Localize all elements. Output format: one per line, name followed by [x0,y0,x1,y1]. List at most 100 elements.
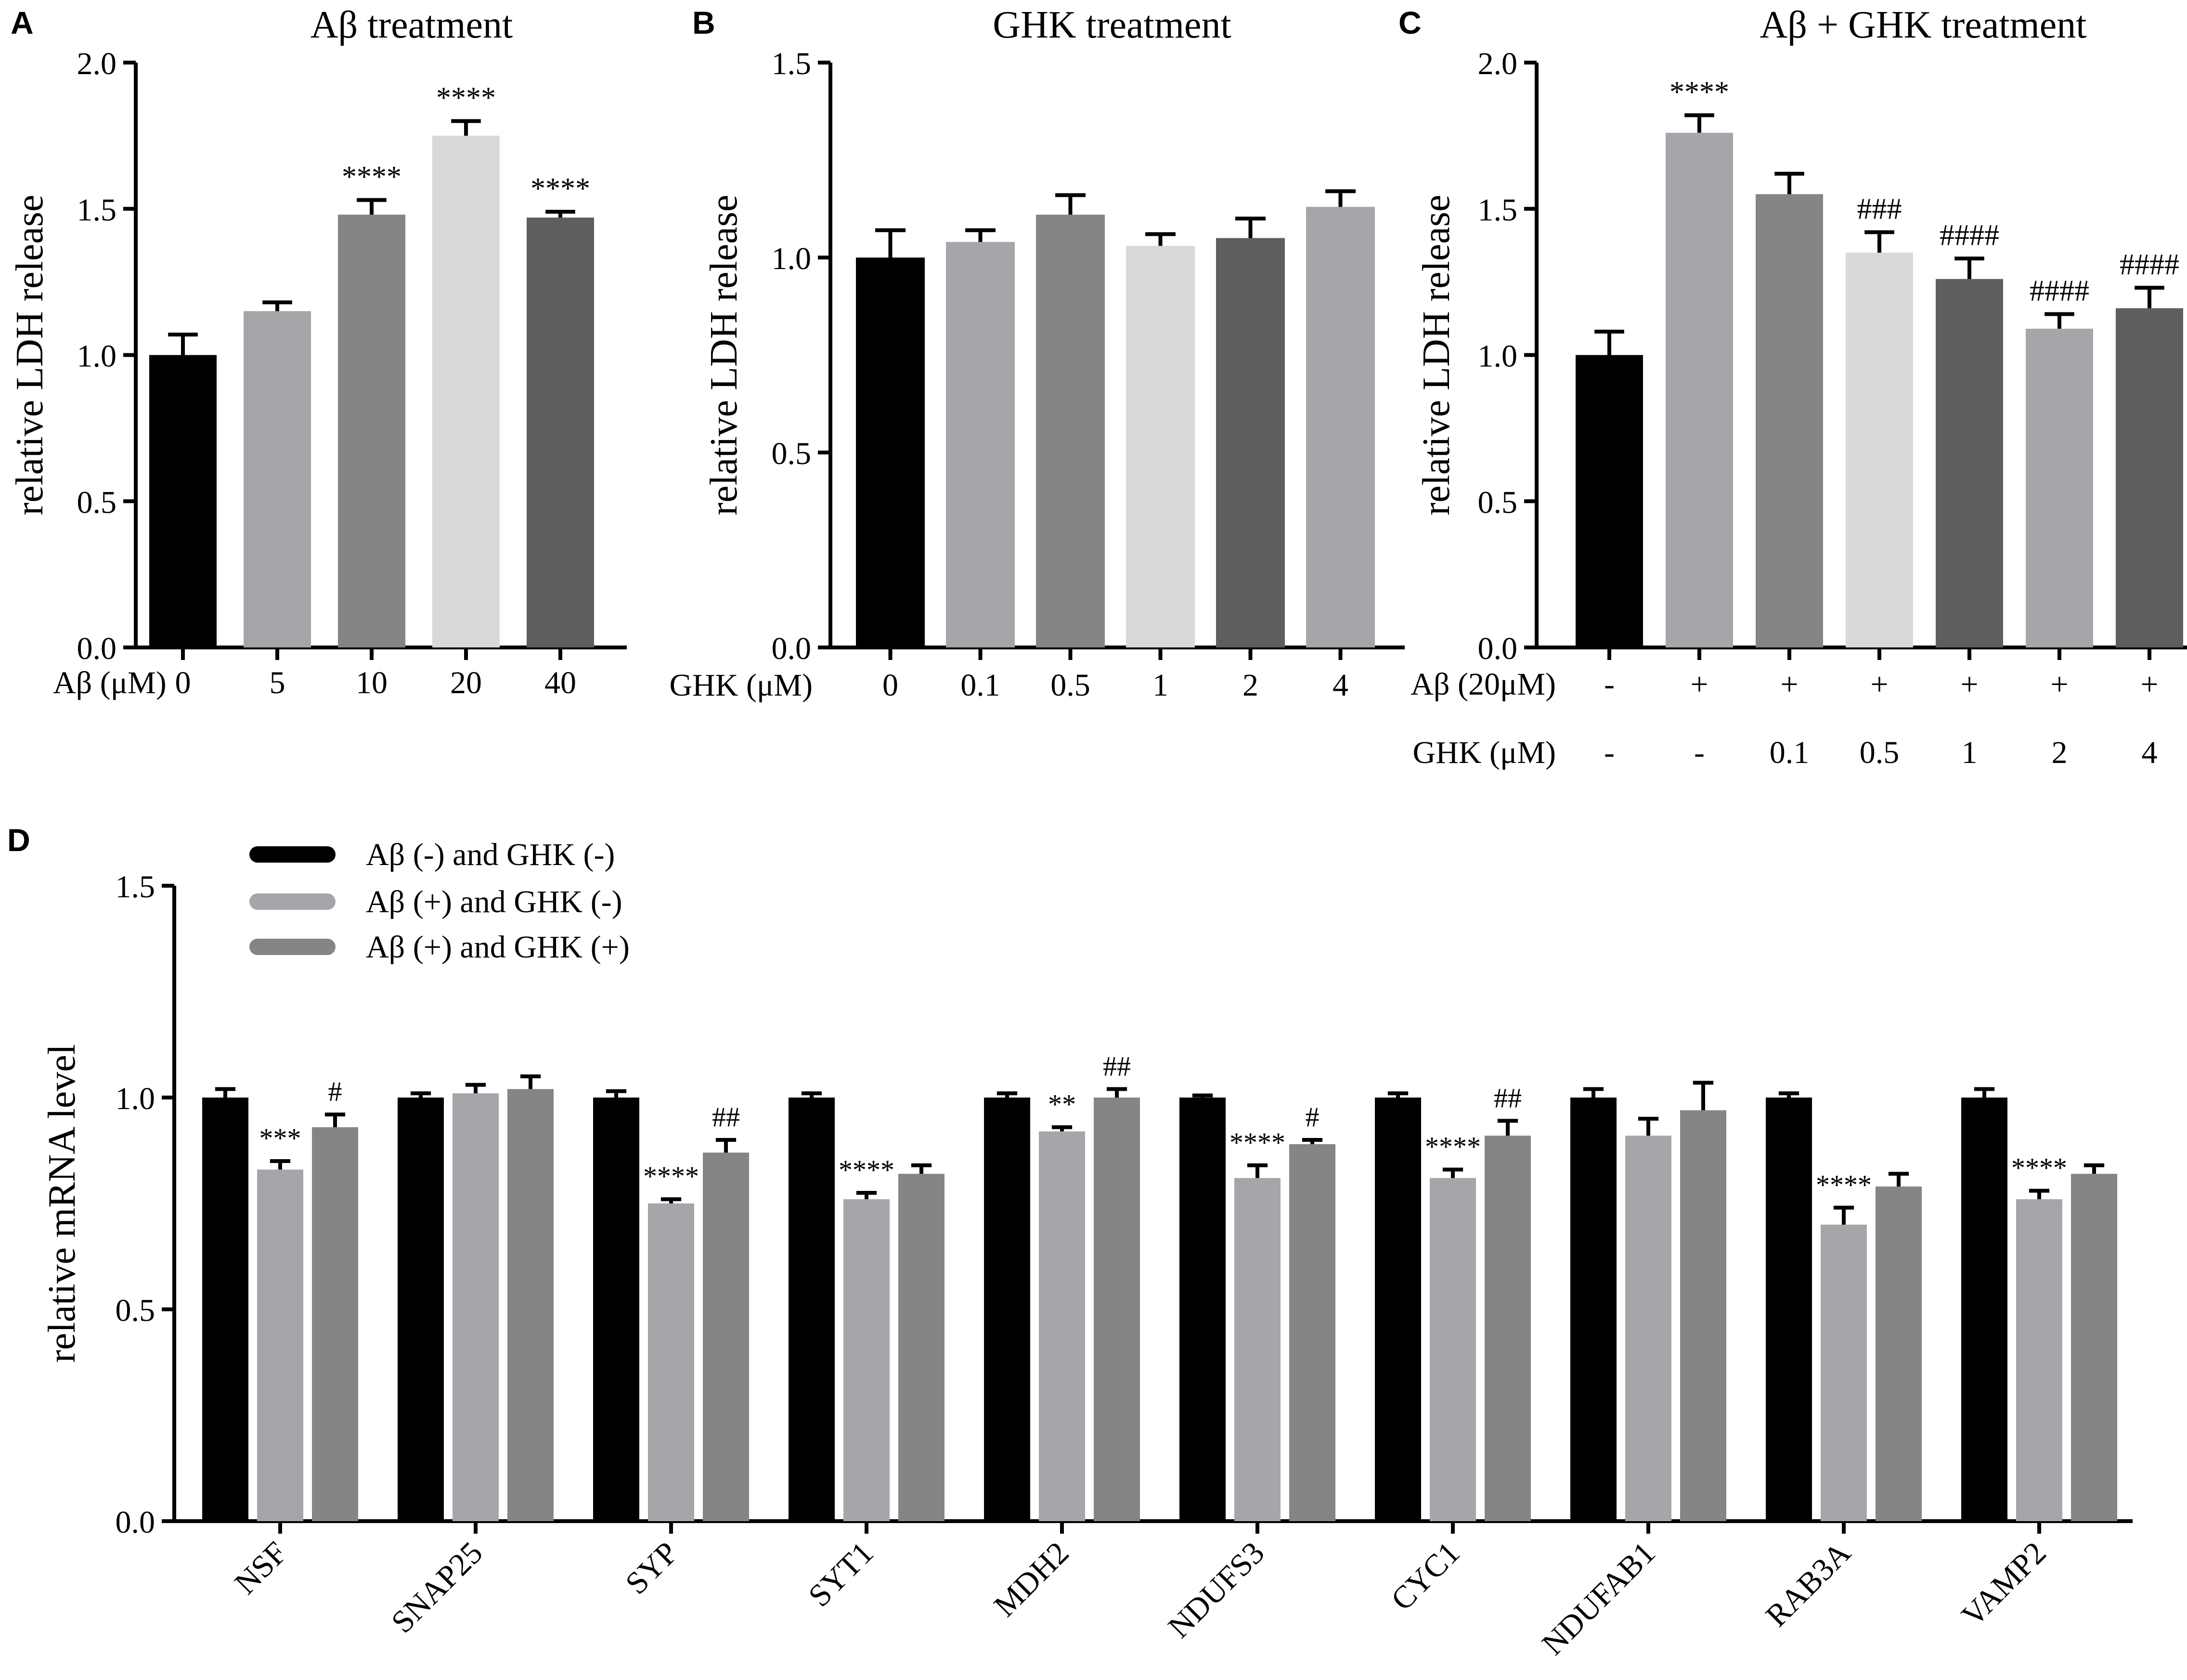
y-axis-label: relative LDH release [703,194,745,515]
x-tick-label: NSF [228,1535,294,1601]
bar [1680,1110,1726,1521]
y-tick-label: 0.5 [1478,485,1518,520]
bar [2016,1199,2062,1521]
x-row-label: GHK (μM) [669,668,813,703]
significance-label: **** [1816,1169,1872,1201]
bar [507,1089,554,1521]
x-tick-label: + [2140,667,2158,702]
x-tick-label: 0 [175,665,191,700]
bar [1375,1098,1421,1521]
bar [149,355,217,647]
y-tick-label: 0.0 [772,631,812,666]
y-axis-label: relative LDH release [9,194,51,515]
significance-label: **** [342,161,401,194]
y-tick-label: 2.0 [77,46,117,81]
bar [398,1098,444,1521]
y-tick-label: 0.5 [77,485,117,520]
x-tick-label: VAMP2 [1955,1535,2053,1633]
bar [1039,1131,1085,1521]
legend-label: Aβ (+) and GHK (-) [366,884,622,919]
panel-letter: D [7,822,30,858]
x-row-label: Aβ (20μM) [1411,667,1556,702]
bar [789,1098,835,1521]
chart-title: GHK treatment [993,4,1231,46]
bar [1485,1136,1531,1521]
y-axis-label: relative LDH release [1415,194,1458,515]
bar [2026,328,2093,647]
x-row-label: GHK (μM) [1412,735,1556,770]
x-tick-label: RAB3A [1759,1535,1858,1634]
chart-title: Aβ + GHK treatment [1760,4,2087,46]
x-tick-label: 4 [2142,735,2158,770]
panel-c-chart: 0.0 0.5 1.0 1.5 2.0 relative LDH release C Aβ +… [1398,4,2187,770]
significance-label: ** [1048,1089,1076,1120]
bar [1289,1144,1335,1521]
bar [432,135,500,647]
x-tick-label: 10 [356,665,388,700]
x-tick-label: 5 [270,665,285,700]
y-tick-label: 1.0 [77,339,117,374]
significance-label: **** [1229,1127,1285,1158]
panel-letter: A [11,5,34,40]
significance-label: #### [2120,248,2179,281]
x-tick-label: SNAP25 [385,1535,490,1640]
significance-label: **** [2011,1152,2067,1184]
panel-letter: B [692,5,715,40]
x-tick-label: - [1604,667,1615,702]
bar [244,311,311,647]
significance-label: # [1306,1101,1320,1133]
y-tick-label: 0.0 [116,1505,155,1540]
x-tick-label: 40 [544,665,576,700]
y-tick-label: 1.0 [772,241,812,276]
x-tick-label: + [1780,667,1798,702]
bar [898,1174,945,1521]
y-tick-label: 0.5 [772,436,812,471]
bar [1216,238,1285,647]
y-tick-label: 0.0 [1478,631,1518,666]
significance-label: **** [643,1161,699,1192]
significance-label: #### [1940,219,1999,252]
bar [453,1093,499,1521]
x-tick-label: 2 [1242,668,1258,703]
bar [1625,1136,1671,1521]
x-tick-label: 1 [1962,735,1978,770]
x-tick-label: CYC1 [1385,1535,1467,1617]
bar [1179,1098,1226,1521]
bar [2071,1174,2117,1521]
legend-label: Aβ (+) and GHK (+) [366,930,630,965]
bar [856,258,925,647]
bar [338,214,405,647]
x-tick-label: + [1870,667,1888,702]
significance-label: **** [436,82,496,115]
y-tick-label: 1.5 [772,46,812,81]
x-tick-label: 2 [2052,735,2068,770]
bar [1846,252,1913,647]
bar [1126,246,1195,647]
x-tick-label: 0.1 [1770,735,1810,770]
significance-label: ## [1494,1082,1522,1113]
bar [593,1098,639,1521]
panel-b-chart: 0.0 0.5 1.0 1.5 relative LDH release B GHK tre… [669,4,1405,703]
chart-title: Aβ treatment [311,4,513,46]
panel-letter: C [1398,5,1422,40]
y-tick-label: 1.5 [1478,193,1518,228]
bar [1961,1098,2007,1521]
x-tick-label: 0 [882,668,898,703]
x-tick-label: + [1960,667,1978,702]
x-row-label: Aβ (μM) [53,665,167,700]
bar [1766,1098,1812,1521]
bar [1094,1098,1140,1521]
bar [843,1199,890,1521]
y-tick-label: 1.5 [77,193,117,228]
significance-label: ## [1103,1050,1131,1082]
y-tick-label: 0.0 [77,631,117,666]
x-tick-label: SYT1 [802,1535,880,1614]
y-axis-label: relative mRNA level [41,1044,83,1363]
panel-letter: D [7,822,30,858]
bar [257,1169,303,1521]
bar [1666,132,1733,647]
panel-d-chart: 0.0 0.5 1.0 1.5 relative mRNA level D *** # NSF S… [7,822,2133,1662]
x-tick-label: 1 [1152,668,1168,703]
x-tick-label: 20 [450,665,482,700]
x-tick-label: - [1694,735,1705,770]
